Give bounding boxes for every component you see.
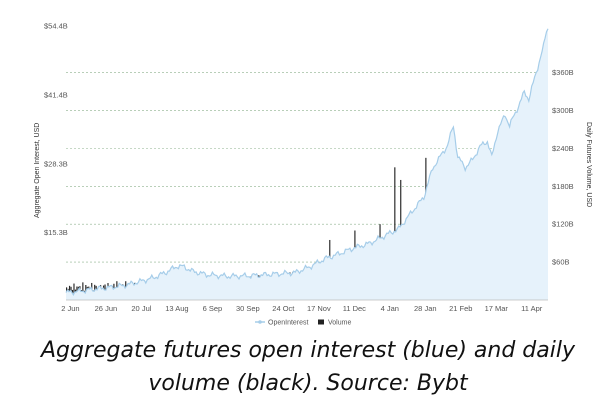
x-tick-label: 6 Sep <box>203 304 223 313</box>
x-axis-ticks: 2 Jun 26 Jun 20 Jul 13 Aug 6 Sep 30 Sep 24 Oct… <box>61 304 543 313</box>
legend-openinterest-label: OpenInterest <box>268 320 309 327</box>
gridlines <box>66 72 548 263</box>
left-axis-ticks: $54.4B $41.4B $28.3B $15.3B <box>44 22 68 237</box>
figure-caption: Aggregate futures open interest (blue) a… <box>0 334 616 400</box>
left-tick-label: $41.4B <box>44 90 68 99</box>
x-tick-label: 20 Jul <box>131 304 151 313</box>
right-tick-label: $180B <box>552 182 574 191</box>
x-tick-label: 4 Jan <box>381 304 399 313</box>
x-tick-label: 30 Sep <box>236 304 260 313</box>
x-tick-label: 17 Nov <box>307 304 331 313</box>
caption-line-1: Aggregate futures open interest (blue) a… <box>40 338 575 363</box>
left-axis-title: Aggregate Open Interest, USD <box>34 123 41 218</box>
legend-volume-label: Volume <box>328 320 351 327</box>
x-tick-label: 13 Aug <box>165 304 188 313</box>
caption-line-2: volume (black). Source: Bybt <box>148 371 468 396</box>
right-tick-label: $300B <box>552 106 574 115</box>
x-tick-label: 21 Feb <box>449 304 472 313</box>
chart: $54.4B $41.4B $28.3B $15.3B $360B $300B $240B… <box>34 22 592 327</box>
right-axis-title: Daily Futures Volume, USD <box>585 122 592 207</box>
left-tick-label: $15.3B <box>44 228 68 237</box>
x-tick-label: 26 Jun <box>95 304 118 313</box>
legend-openinterest-marker <box>258 320 262 324</box>
left-tick-label: $54.4B <box>44 22 68 31</box>
right-axis-ticks: $360B $300B $240B $180B $120B $60B <box>552 68 574 267</box>
right-tick-label: $60B <box>552 258 570 267</box>
volume-bar <box>73 283 75 300</box>
x-tick-label: 11 Apr <box>521 304 543 313</box>
right-tick-label: $240B <box>552 144 574 153</box>
x-tick-label: 28 Jan <box>414 304 437 313</box>
legend: OpenInterest Volume <box>255 319 351 327</box>
open-interest-line <box>65 28 549 297</box>
x-tick-label: 11 Dec <box>343 304 366 313</box>
right-tick-label: $360B <box>552 68 574 77</box>
open-interest-area <box>66 28 548 300</box>
x-tick-label: 2 Jun <box>61 304 79 313</box>
x-tick-label: 17 Mar <box>485 304 509 313</box>
left-tick-label: $28.3B <box>44 159 68 168</box>
legend-volume-swatch <box>318 319 324 325</box>
x-tick-label: 24 Oct <box>272 304 295 313</box>
right-tick-label: $120B <box>552 220 574 229</box>
